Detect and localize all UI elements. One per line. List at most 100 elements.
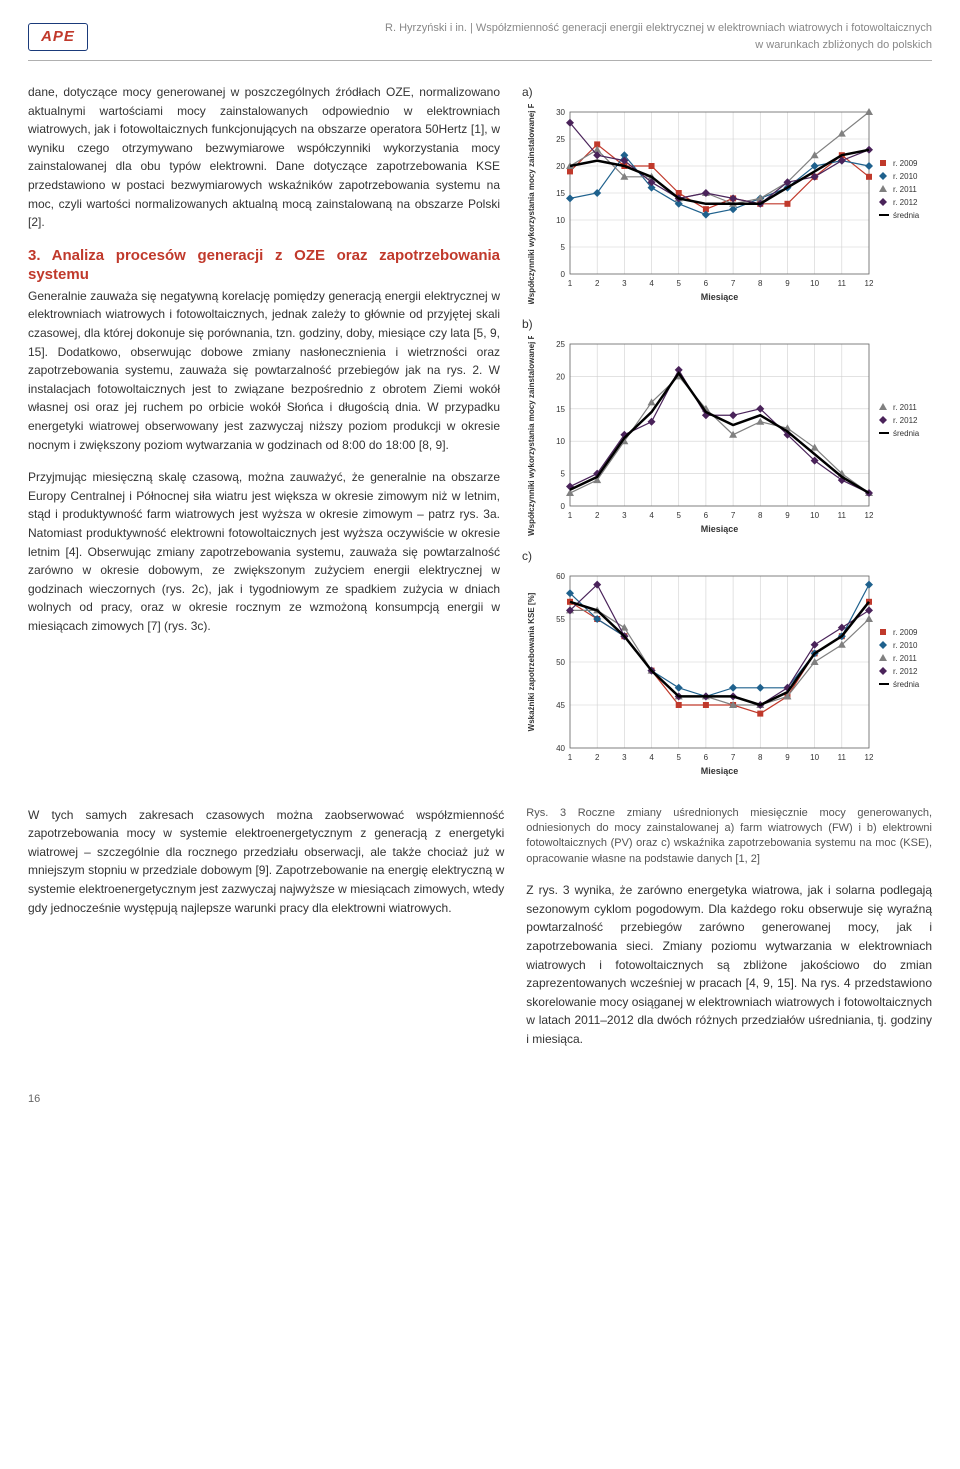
svg-text:10: 10 <box>810 753 819 762</box>
header-citation: R. Hyrzyński i in. | Współzmienność gene… <box>385 20 932 54</box>
svg-text:7: 7 <box>731 753 736 762</box>
svg-text:9: 9 <box>785 279 790 288</box>
svg-text:8: 8 <box>758 511 763 520</box>
svg-text:4: 4 <box>649 511 654 520</box>
svg-text:3: 3 <box>622 511 627 520</box>
page-number: 16 <box>28 1091 932 1108</box>
svg-text:10: 10 <box>556 437 565 446</box>
svg-text:r. 2011: r. 2011 <box>893 403 917 412</box>
svg-text:2: 2 <box>595 279 600 288</box>
lower-right: Rys. 3 Roczne zmiany uśrednionych miesię… <box>526 806 932 1063</box>
chart-b-label: b) <box>522 315 932 334</box>
svg-text:Miesiące: Miesiące <box>701 292 739 302</box>
svg-text:r. 2012: r. 2012 <box>893 667 918 676</box>
svg-text:1: 1 <box>568 511 573 520</box>
svg-text:50: 50 <box>556 658 565 667</box>
svg-text:Wskaźniki zapotrzebowania KSE: Wskaźniki zapotrzebowania KSE [%] <box>527 592 536 731</box>
left-column: dane, dotyczące mocy generowanej w poszc… <box>28 83 500 790</box>
lower-left: W tych samych zakresach czasowych można … <box>28 806 504 1063</box>
svg-text:r. 2012: r. 2012 <box>893 198 918 207</box>
svg-text:Współczynniki wykorzystania mo: Współczynniki wykorzystania mocy zainsta… <box>527 104 536 304</box>
svg-text:1: 1 <box>568 279 573 288</box>
byline-1: R. Hyrzyński i in. | Współzmienność gene… <box>385 20 932 37</box>
svg-text:2: 2 <box>595 753 600 762</box>
svg-text:r. 2011: r. 2011 <box>893 654 917 663</box>
lower-left-para: W tych samych zakresach czasowych można … <box>28 806 504 918</box>
svg-text:Współczynniki wykorzystania mo: Współczynniki wykorzystania mocy zainsta… <box>527 336 536 536</box>
chart-b: b) 0510152025123456789101112MiesiąceWspó… <box>522 315 932 541</box>
lower-right-para: Z rys. 3 wynika, że zarówno energetyka w… <box>526 881 932 1048</box>
svg-text:Miesiące: Miesiące <box>701 524 739 534</box>
right-column: a) 051015202530123456789101112MiesiąceWs… <box>522 83 932 790</box>
svg-text:9: 9 <box>785 511 790 520</box>
svg-text:6: 6 <box>704 279 709 288</box>
svg-text:5: 5 <box>677 511 682 520</box>
svg-text:20: 20 <box>556 372 565 381</box>
svg-text:3: 3 <box>622 279 627 288</box>
svg-text:10: 10 <box>556 216 565 225</box>
svg-text:9: 9 <box>785 753 790 762</box>
svg-text:45: 45 <box>556 701 565 710</box>
svg-text:r. 2012: r. 2012 <box>893 416 918 425</box>
svg-text:r. 2009: r. 2009 <box>893 628 918 637</box>
svg-text:5: 5 <box>561 469 566 478</box>
svg-text:40: 40 <box>556 744 565 753</box>
svg-text:55: 55 <box>556 615 565 624</box>
svg-text:8: 8 <box>758 279 763 288</box>
svg-text:5: 5 <box>677 279 682 288</box>
svg-text:7: 7 <box>731 511 736 520</box>
svg-text:11: 11 <box>838 511 847 520</box>
svg-text:30: 30 <box>556 108 565 117</box>
chart-c: c) 4045505560123456789101112MiesiąceWska… <box>522 547 932 783</box>
svg-text:15: 15 <box>556 405 565 414</box>
svg-text:25: 25 <box>556 340 565 349</box>
svg-text:6: 6 <box>704 753 709 762</box>
svg-text:6: 6 <box>704 511 709 520</box>
chart-c-label: c) <box>522 547 932 566</box>
byline-2: w warunkach zbliżonych do polskich <box>385 37 932 54</box>
svg-text:5: 5 <box>561 243 566 252</box>
svg-text:12: 12 <box>865 753 874 762</box>
svg-text:11: 11 <box>838 279 847 288</box>
chart-c-box: 4045505560123456789101112MiesiąceWskaźni… <box>522 568 932 784</box>
svg-text:10: 10 <box>810 279 819 288</box>
svg-text:20: 20 <box>556 162 565 171</box>
lower-columns: W tych samych zakresach czasowych można … <box>28 806 932 1063</box>
svg-text:r. 2009: r. 2009 <box>893 159 918 168</box>
svg-text:1: 1 <box>568 753 573 762</box>
content-columns: dane, dotyczące mocy generowanej w poszc… <box>28 83 932 790</box>
svg-text:5: 5 <box>677 753 682 762</box>
svg-text:12: 12 <box>865 511 874 520</box>
svg-text:15: 15 <box>556 189 565 198</box>
svg-text:4: 4 <box>649 279 654 288</box>
svg-text:10: 10 <box>810 511 819 520</box>
chart-a-label: a) <box>522 83 932 102</box>
logo: APE <box>28 23 88 51</box>
svg-text:7: 7 <box>731 279 736 288</box>
svg-text:Miesiące: Miesiące <box>701 766 739 776</box>
svg-text:średnia: średnia <box>893 429 920 438</box>
page-header: APE R. Hyrzyński i in. | Współzmienność … <box>28 20 932 61</box>
svg-text:0: 0 <box>561 502 566 511</box>
svg-text:2: 2 <box>595 511 600 520</box>
para-2: Generalnie zauważa się negatywną korelac… <box>28 287 500 454</box>
fig3-caption: Rys. 3 Roczne zmiany uśrednionych miesię… <box>526 806 932 868</box>
chart-b-box: 0510152025123456789101112MiesiąceWspółcz… <box>522 336 932 542</box>
svg-text:8: 8 <box>758 753 763 762</box>
chart-a-box: 051015202530123456789101112MiesiąceWspół… <box>522 104 932 310</box>
chart-a: a) 051015202530123456789101112MiesiąceWs… <box>522 83 932 309</box>
para-1: dane, dotyczące mocy generowanej w poszc… <box>28 83 500 232</box>
svg-text:średnia: średnia <box>893 211 920 220</box>
svg-text:r. 2011: r. 2011 <box>893 185 917 194</box>
para-3: Przyjmując miesięczną skalę czasową, moż… <box>28 468 500 635</box>
svg-text:60: 60 <box>556 572 565 581</box>
svg-text:11: 11 <box>838 753 847 762</box>
svg-text:0: 0 <box>561 270 566 279</box>
svg-text:25: 25 <box>556 135 565 144</box>
svg-text:12: 12 <box>865 279 874 288</box>
svg-text:średnia: średnia <box>893 680 920 689</box>
svg-text:r. 2010: r. 2010 <box>893 641 918 650</box>
svg-text:4: 4 <box>649 753 654 762</box>
section-title: 3. Analiza procesów generacji z OZE oraz… <box>28 246 500 285</box>
svg-text:r. 2010: r. 2010 <box>893 172 918 181</box>
